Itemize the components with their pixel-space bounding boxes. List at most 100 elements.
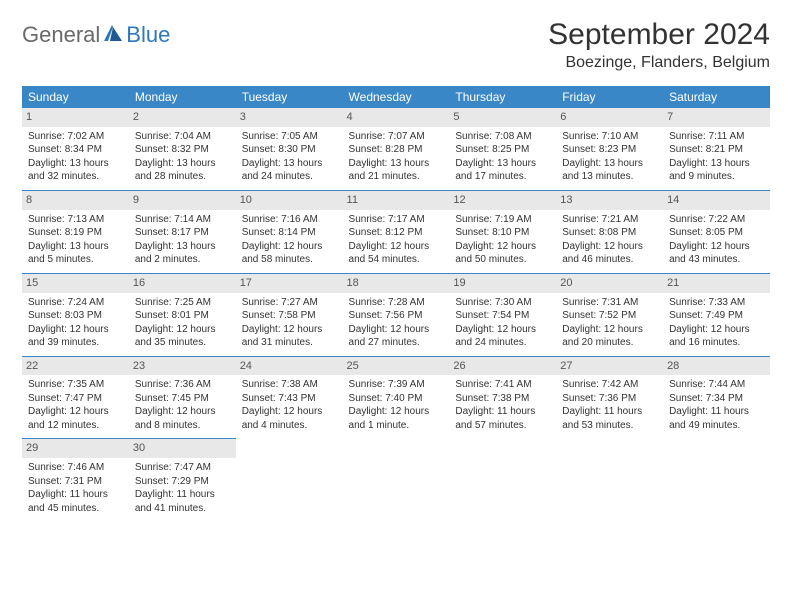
calendar-row: 8Sunrise: 7:13 AMSunset: 8:19 PMDaylight…	[22, 190, 770, 273]
location: Boezinge, Flanders, Belgium	[548, 54, 770, 72]
day-number: 29	[22, 438, 129, 458]
sunrise-text: Sunrise: 7:42 AM	[562, 378, 657, 392]
day-number: 16	[129, 273, 236, 293]
day-number: 27	[556, 356, 663, 376]
day-number: 11	[343, 190, 450, 210]
sunrise-text: Sunrise: 7:07 AM	[349, 130, 444, 144]
daylight-text: Daylight: 12 hours and 39 minutes.	[28, 323, 123, 350]
sunset-text: Sunset: 8:01 PM	[135, 309, 230, 323]
sunset-text: Sunset: 8:25 PM	[455, 143, 550, 157]
day-number: 15	[22, 273, 129, 293]
empty-cell	[663, 438, 770, 521]
sunrise-text: Sunrise: 7:36 AM	[135, 378, 230, 392]
day-cell: 11Sunrise: 7:17 AMSunset: 8:12 PMDayligh…	[343, 190, 450, 273]
sunset-text: Sunset: 8:03 PM	[28, 309, 123, 323]
empty-cell	[343, 438, 450, 521]
daylight-text: Daylight: 12 hours and 46 minutes.	[562, 240, 657, 267]
sunrise-text: Sunrise: 7:08 AM	[455, 130, 550, 144]
sunrise-text: Sunrise: 7:47 AM	[135, 461, 230, 475]
sunset-text: Sunset: 8:05 PM	[669, 226, 764, 240]
weekday-header: Sunday	[22, 86, 129, 108]
sunrise-text: Sunrise: 7:38 AM	[242, 378, 337, 392]
sunrise-text: Sunrise: 7:05 AM	[242, 130, 337, 144]
sunrise-text: Sunrise: 7:41 AM	[455, 378, 550, 392]
daylight-text: Daylight: 12 hours and 24 minutes.	[455, 323, 550, 350]
sunset-text: Sunset: 8:08 PM	[562, 226, 657, 240]
sunrise-text: Sunrise: 7:44 AM	[669, 378, 764, 392]
sunrise-text: Sunrise: 7:22 AM	[669, 213, 764, 227]
sunset-text: Sunset: 8:17 PM	[135, 226, 230, 240]
sunset-text: Sunset: 7:45 PM	[135, 392, 230, 406]
day-cell: 6Sunrise: 7:10 AMSunset: 8:23 PMDaylight…	[556, 108, 663, 190]
day-number: 12	[449, 190, 556, 210]
weekday-header: Monday	[129, 86, 236, 108]
daylight-text: Daylight: 13 hours and 32 minutes.	[28, 157, 123, 184]
daylight-text: Daylight: 12 hours and 16 minutes.	[669, 323, 764, 350]
daylight-text: Daylight: 13 hours and 28 minutes.	[135, 157, 230, 184]
sunrise-text: Sunrise: 7:31 AM	[562, 296, 657, 310]
daylight-text: Daylight: 12 hours and 50 minutes.	[455, 240, 550, 267]
weekday-header: Tuesday	[236, 86, 343, 108]
daylight-text: Daylight: 13 hours and 2 minutes.	[135, 240, 230, 267]
weekday-header: Wednesday	[343, 86, 450, 108]
day-cell: 5Sunrise: 7:08 AMSunset: 8:25 PMDaylight…	[449, 108, 556, 190]
logo-text-general: General	[22, 22, 100, 48]
daylight-text: Daylight: 11 hours and 57 minutes.	[455, 405, 550, 432]
day-number: 14	[663, 190, 770, 210]
day-cell: 17Sunrise: 7:27 AMSunset: 7:58 PMDayligh…	[236, 273, 343, 356]
day-cell: 14 Sunrise: 7:22 AMSunset: 8:05 PMDayligh…	[663, 190, 770, 273]
sunset-text: Sunset: 7:47 PM	[28, 392, 123, 406]
weekday-header: Saturday	[663, 86, 770, 108]
day-number: 21	[663, 273, 770, 293]
day-number: 8	[22, 190, 129, 210]
day-number: 6	[556, 108, 663, 127]
daylight-text: Daylight: 12 hours and 4 minutes.	[242, 405, 337, 432]
daylight-text: Daylight: 12 hours and 20 minutes.	[562, 323, 657, 350]
day-cell: 27Sunrise: 7:42 AMSunset: 7:36 PMDayligh…	[556, 356, 663, 439]
day-number: 2	[129, 108, 236, 127]
sunrise-text: Sunrise: 7:16 AM	[242, 213, 337, 227]
day-number: 9	[129, 190, 236, 210]
day-number: 7	[663, 108, 770, 127]
day-number: 19	[449, 273, 556, 293]
sunrise-text: Sunrise: 7:30 AM	[455, 296, 550, 310]
sunrise-text: Sunrise: 7:21 AM	[562, 213, 657, 227]
logo-text-blue: Blue	[126, 22, 170, 48]
weekday-header: Thursday	[449, 86, 556, 108]
sunrise-text: Sunrise: 7:11 AM	[669, 130, 764, 144]
sunrise-text: Sunrise: 7:27 AM	[242, 296, 337, 310]
daylight-text: Daylight: 12 hours and 12 minutes.	[28, 405, 123, 432]
day-cell: 1Sunrise: 7:02 AMSunset: 8:34 PMDaylight…	[22, 108, 129, 190]
sunrise-text: Sunrise: 7:04 AM	[135, 130, 230, 144]
empty-cell	[236, 438, 343, 521]
sunrise-text: Sunrise: 7:13 AM	[28, 213, 123, 227]
sunrise-text: Sunrise: 7:19 AM	[455, 213, 550, 227]
day-cell: 22Sunrise: 7:35 AMSunset: 7:47 PMDayligh…	[22, 356, 129, 439]
day-number: 18	[343, 273, 450, 293]
sunset-text: Sunset: 8:14 PM	[242, 226, 337, 240]
sunset-text: Sunset: 7:56 PM	[349, 309, 444, 323]
sunset-text: Sunset: 7:31 PM	[28, 475, 123, 489]
sunset-text: Sunset: 8:23 PM	[562, 143, 657, 157]
sunset-text: Sunset: 8:34 PM	[28, 143, 123, 157]
daylight-text: Daylight: 12 hours and 43 minutes.	[669, 240, 764, 267]
sunset-text: Sunset: 7:58 PM	[242, 309, 337, 323]
day-number: 22	[22, 356, 129, 376]
header: General Blue September 2024 Boezinge, Fl…	[22, 18, 770, 72]
sunset-text: Sunset: 8:28 PM	[349, 143, 444, 157]
daylight-text: Daylight: 12 hours and 35 minutes.	[135, 323, 230, 350]
day-cell: 30Sunrise: 7:47 AMSunset: 7:29 PMDayligh…	[129, 438, 236, 521]
day-number: 5	[449, 108, 556, 127]
day-number: 1	[22, 108, 129, 127]
day-cell: 13Sunrise: 7:21 AMSunset: 8:08 PMDayligh…	[556, 190, 663, 273]
day-cell: 8Sunrise: 7:13 AMSunset: 8:19 PMDaylight…	[22, 190, 129, 273]
calendar-table: Sunday Monday Tuesday Wednesday Thursday…	[22, 86, 770, 521]
daylight-text: Daylight: 11 hours and 41 minutes.	[135, 488, 230, 515]
day-number: 28	[663, 356, 770, 376]
day-number: 24	[236, 356, 343, 376]
sunrise-text: Sunrise: 7:46 AM	[28, 461, 123, 475]
sunset-text: Sunset: 8:21 PM	[669, 143, 764, 157]
day-cell: 16Sunrise: 7:25 AMSunset: 8:01 PMDayligh…	[129, 273, 236, 356]
calendar-row: 15Sunrise: 7:24 AMSunset: 8:03 PMDayligh…	[22, 273, 770, 356]
day-cell: 28Sunrise: 7:44 AMSunset: 7:34 PMDayligh…	[663, 356, 770, 439]
